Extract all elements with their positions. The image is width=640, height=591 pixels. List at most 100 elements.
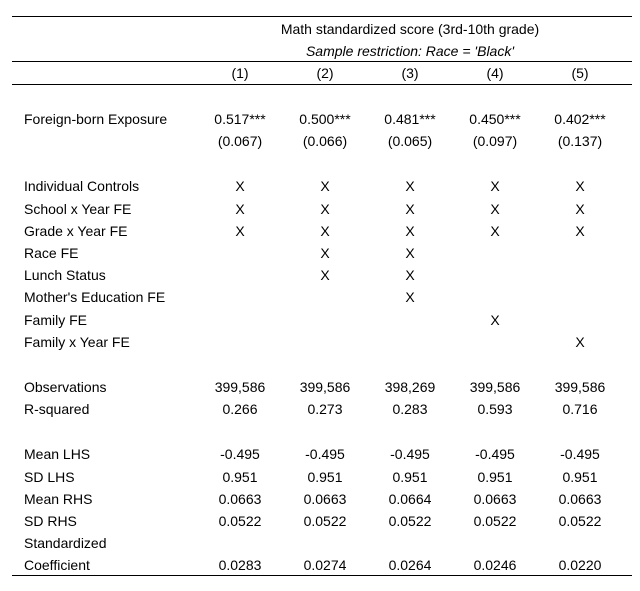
table-cell: 0.0663 xyxy=(558,490,602,507)
row-label: Foreign-born Exposure xyxy=(24,111,168,127)
table-cell: 399,586 xyxy=(469,379,521,395)
table-cell: 0.0220 xyxy=(558,557,602,574)
table-cell: 0.0522 xyxy=(558,513,602,529)
row-label: Family FE xyxy=(24,311,87,328)
row-label: Individual Controls xyxy=(24,178,140,195)
table-cell: 0.283 xyxy=(392,401,428,418)
table-cell: (0.097) xyxy=(472,133,518,150)
table-cell: 399,586 xyxy=(299,379,351,395)
table-cell: X xyxy=(575,200,585,217)
table-cell: 0.951 xyxy=(222,468,258,485)
table-row: Family x Year FE X xyxy=(0,331,640,353)
table-cell: X xyxy=(235,200,245,217)
row-label: R-squared xyxy=(24,401,90,418)
table-cell: X xyxy=(320,200,330,217)
table-cell: 0.951 xyxy=(392,468,428,485)
table-cell: 0.0246 xyxy=(473,557,517,574)
column-header-row: (1) (2) (3) (4) (5) xyxy=(0,62,640,84)
row-label: Coefficient xyxy=(24,557,90,574)
table-cell: X xyxy=(490,200,500,217)
table-cell: 0.500*** xyxy=(299,111,351,127)
table-cell: -0.495 xyxy=(390,446,430,463)
table-cell: 0.0264 xyxy=(388,557,432,574)
table-cell: 0.0522 xyxy=(473,513,517,529)
row-label: SD LHS xyxy=(24,468,75,485)
row-label: Mean RHS xyxy=(24,490,93,507)
row-label: SD RHS xyxy=(24,513,77,529)
table-row: Standardized xyxy=(0,532,640,554)
table-row: Race FE X X xyxy=(0,242,640,264)
table-cell: X xyxy=(405,289,415,306)
table-cell: X xyxy=(490,178,500,195)
table-cell: X xyxy=(235,178,245,195)
table-cell: 0.402*** xyxy=(554,111,606,127)
row-label: Race FE xyxy=(24,245,79,261)
table-row: School x Year FE X X X X X xyxy=(0,198,640,220)
header-rule xyxy=(12,61,632,62)
table-cell: 0.0274 xyxy=(303,557,347,574)
row-label: Observations xyxy=(24,379,107,395)
table-row: SD LHS 0.951 0.951 0.951 0.951 0.951 xyxy=(0,466,640,488)
row-label: Standardized xyxy=(24,535,107,552)
table-row: SD RHS 0.0522 0.0522 0.0522 0.0522 0.0522 xyxy=(0,510,640,532)
table-cell: 0.450*** xyxy=(469,111,521,127)
row-label: Mean LHS xyxy=(24,446,91,463)
table-cell: X xyxy=(575,222,585,239)
table-cell: X xyxy=(320,178,330,195)
table-row: Family FE X xyxy=(0,309,640,331)
table-cell: (0.065) xyxy=(387,133,433,150)
table-cell: X xyxy=(405,200,415,217)
row-label: Grade x Year FE xyxy=(24,222,128,239)
row-label: Lunch Status xyxy=(24,267,106,284)
table-cell: 0.716 xyxy=(562,401,598,418)
table-cell: (0.066) xyxy=(302,133,348,150)
table-cell: 0.951 xyxy=(307,468,343,485)
table-row: Observations 399,586 399,586 398,269 399,586… xyxy=(0,376,640,398)
table-cell: 0.0664 xyxy=(388,490,432,507)
table-row: Lunch Status X X xyxy=(0,264,640,286)
table-cell: X xyxy=(320,222,330,239)
table-cell: -0.495 xyxy=(220,446,260,463)
table-cell: X xyxy=(490,311,500,328)
table-cell: X xyxy=(575,178,585,195)
table-title: Math standardized score (3rd-10th grade) xyxy=(280,21,540,37)
table-cell: 0.273 xyxy=(307,401,343,418)
table-subtitle: Sample restriction: Race = 'Black' xyxy=(305,43,515,59)
table-cell: 0.0522 xyxy=(388,513,432,529)
table-cell: -0.495 xyxy=(560,446,600,463)
table-cell: 0.951 xyxy=(562,468,598,485)
top-rule xyxy=(12,16,632,17)
table-row: Mean RHS 0.0663 0.0663 0.0664 0.0663 0.0663 xyxy=(0,488,640,510)
table-cell: 0.517*** xyxy=(214,111,266,127)
column-header: (1) xyxy=(231,65,249,81)
table-cell: 0.0663 xyxy=(303,490,347,507)
table-cell: X xyxy=(405,267,415,284)
column-header: (3) xyxy=(401,65,419,81)
table-row: Mother's Education FE X xyxy=(0,286,640,308)
table-cell: X xyxy=(320,267,330,284)
table-cell: 399,586 xyxy=(214,379,266,395)
table-cell: 0.266 xyxy=(222,401,258,418)
column-header: (5) xyxy=(571,65,589,81)
table-cell: -0.495 xyxy=(475,446,515,463)
table-cell: (0.067) xyxy=(217,133,263,150)
table-cell: X xyxy=(320,245,330,261)
table-cell: X xyxy=(490,222,500,239)
table-cell: 0.0663 xyxy=(218,490,262,507)
table-cell: (0.137) xyxy=(557,133,603,150)
table-cell: X xyxy=(405,245,415,261)
columns-rule xyxy=(12,84,632,85)
table-cell: -0.495 xyxy=(305,446,345,463)
table-cell: 0.0522 xyxy=(218,513,262,529)
table-cell: 0.0283 xyxy=(218,557,262,574)
table-cell: 399,586 xyxy=(554,379,606,395)
bottom-rule xyxy=(12,575,632,576)
row-label: Family x Year FE xyxy=(24,333,130,350)
table-cell: X xyxy=(575,333,585,350)
column-header: (2) xyxy=(316,65,334,81)
table-cell: X xyxy=(405,178,415,195)
table-cell: 0.0663 xyxy=(473,490,517,507)
table-row: Coefficient 0.0283 0.0274 0.0264 0.0246 0.022… xyxy=(0,554,640,576)
table-cell: X xyxy=(235,222,245,239)
table-row: Mean LHS -0.495 -0.495 -0.495 -0.495 -0.495 xyxy=(0,443,640,465)
